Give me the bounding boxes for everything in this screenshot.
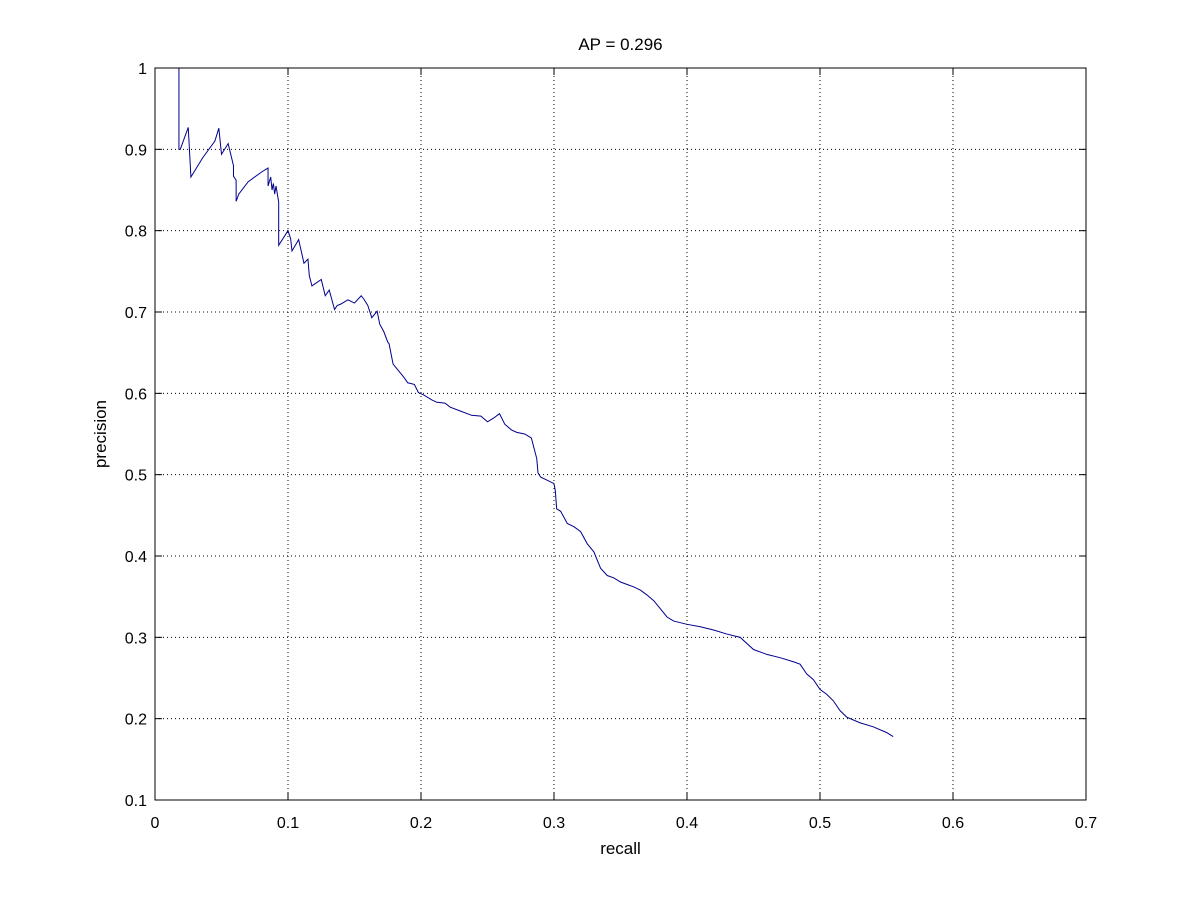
tick-marks: [154, 67, 1087, 801]
y-tick-label: 0.9: [125, 142, 147, 159]
x-tick-label: 0.5: [809, 815, 831, 832]
x-tick-label: 0.2: [410, 815, 432, 832]
x-tick-label: 0.1: [277, 815, 299, 832]
series-group: [178, 68, 894, 737]
plot-area-frame: [154, 67, 1087, 801]
y-tick-label: 0.7: [125, 305, 147, 322]
y-tick-label: 0.4: [125, 549, 147, 566]
y-tick-label: 0.2: [125, 712, 147, 729]
x-tick-label: 0.4: [676, 815, 698, 832]
x-tick-label: 0.3: [543, 815, 565, 832]
x-axis-label: recall: [600, 839, 641, 858]
y-tick-label: 0.5: [125, 468, 147, 485]
y-tick-label: 0.3: [125, 630, 147, 647]
x-tick-label: 0.7: [1075, 815, 1097, 832]
chart-title: AP = 0.296: [578, 35, 662, 54]
x-tick-labels: 0 0.1 0.2 0.3 0.4 0.5 0.6 0.7: [151, 815, 1098, 832]
y-tick-labels: 0.1 0.2 0.3 0.4 0.5 0.6 0.7 0.8 0.9 1: [125, 61, 147, 810]
y-tick-label: 0.1: [125, 793, 147, 810]
x-tick-label: 0.6: [942, 815, 964, 832]
x-tick-label: 0: [151, 815, 160, 832]
y-tick-label: 0.6: [125, 386, 147, 403]
y-tick-label: 0.8: [125, 224, 147, 241]
series-line-1: [178, 68, 894, 737]
y-tick-label: 1: [138, 61, 147, 78]
y-axis-label: precision: [91, 400, 110, 468]
